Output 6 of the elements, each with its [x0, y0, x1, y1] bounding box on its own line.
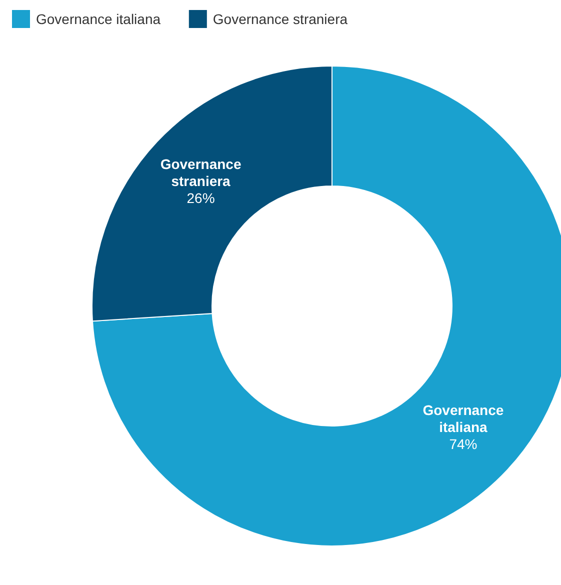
slice-label: Governance straniera — [160, 156, 242, 189]
slice-label: Governance italiana — [422, 402, 504, 436]
data-label: 74% — [449, 436, 478, 452]
legend-label: Governance straniera — [212, 11, 348, 27]
data-label: 26% — [186, 190, 215, 206]
legend-label: Governance italiana — [36, 11, 161, 27]
